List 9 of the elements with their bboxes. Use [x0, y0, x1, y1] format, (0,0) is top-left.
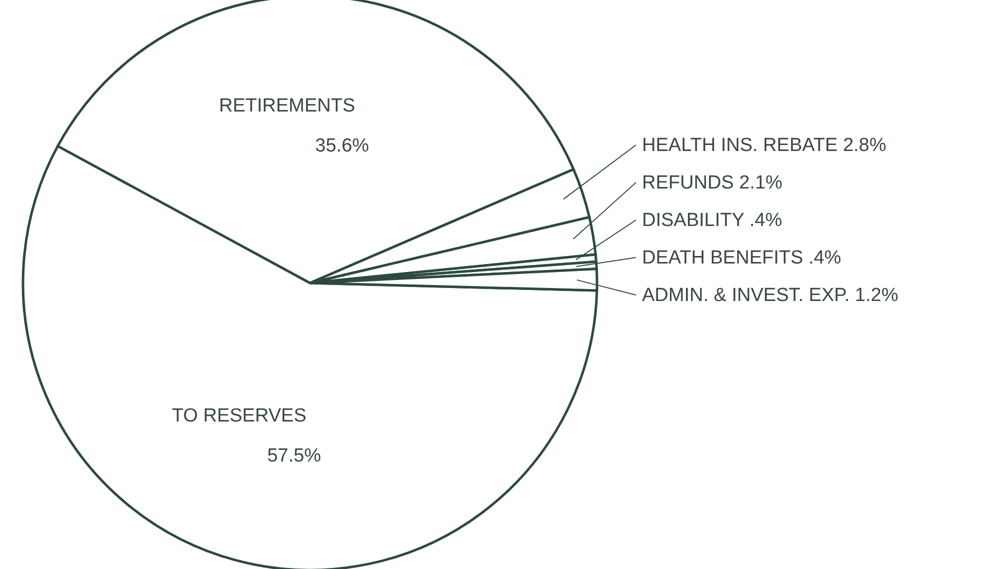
slice-label: DEATH BENEFITS .4%: [642, 248, 842, 268]
slice-label: HEALTH INS. REBATE 2.8%: [642, 135, 886, 156]
slice-label: REFUNDS 2.1%: [642, 172, 783, 194]
data-label: 35.6%: [315, 135, 370, 156]
slice-label: ADMIN. & INVEST. EXP. 1.2%: [642, 285, 898, 306]
data-label: 57.5%: [267, 445, 322, 466]
slice-label: TO RESERVES: [172, 405, 306, 426]
slice-label: DISABILITY .4%: [642, 210, 782, 231]
slice-label: RETIREMENTS: [219, 95, 356, 116]
